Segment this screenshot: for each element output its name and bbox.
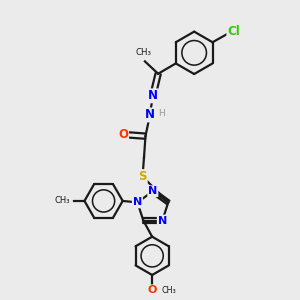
Text: CH₃: CH₃ bbox=[135, 48, 152, 57]
Text: S: S bbox=[138, 170, 147, 183]
Text: H: H bbox=[158, 109, 165, 118]
Text: CH₃: CH₃ bbox=[54, 196, 70, 206]
Text: O: O bbox=[118, 128, 128, 141]
Text: N: N bbox=[145, 109, 155, 122]
Text: N: N bbox=[133, 197, 142, 207]
Text: N: N bbox=[148, 89, 158, 102]
Text: N: N bbox=[158, 215, 167, 226]
Text: N: N bbox=[148, 186, 158, 196]
Text: Cl: Cl bbox=[227, 25, 240, 38]
Text: CH₃: CH₃ bbox=[162, 286, 176, 295]
Text: O: O bbox=[148, 285, 157, 295]
